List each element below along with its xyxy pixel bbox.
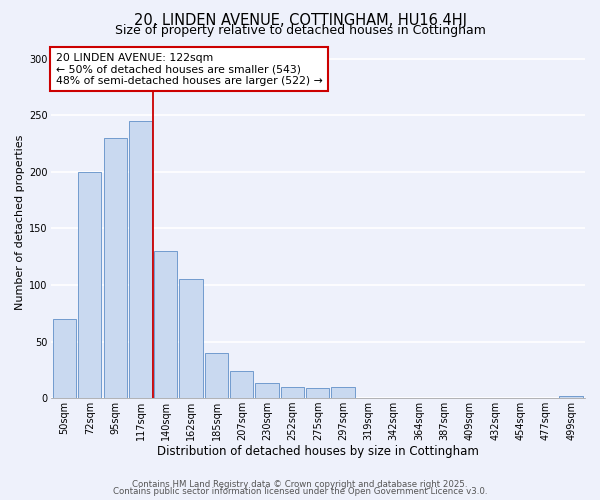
Bar bbox=[331, 386, 355, 398]
Text: Size of property relative to detached houses in Cottingham: Size of property relative to detached ho… bbox=[115, 24, 485, 37]
Bar bbox=[306, 388, 329, 398]
Bar bbox=[205, 353, 228, 398]
X-axis label: Distribution of detached houses by size in Cottingham: Distribution of detached houses by size … bbox=[157, 444, 479, 458]
Y-axis label: Number of detached properties: Number of detached properties bbox=[15, 135, 25, 310]
Text: 20, LINDEN AVENUE, COTTINGHAM, HU16 4HJ: 20, LINDEN AVENUE, COTTINGHAM, HU16 4HJ bbox=[133, 12, 467, 28]
Bar bbox=[256, 384, 279, 398]
Bar bbox=[281, 386, 304, 398]
Bar bbox=[559, 396, 583, 398]
Bar bbox=[53, 319, 76, 398]
Bar bbox=[179, 280, 203, 398]
Text: Contains HM Land Registry data © Crown copyright and database right 2025.: Contains HM Land Registry data © Crown c… bbox=[132, 480, 468, 489]
Bar bbox=[104, 138, 127, 398]
Bar bbox=[129, 121, 152, 398]
Bar bbox=[78, 172, 101, 398]
Text: 20 LINDEN AVENUE: 122sqm
← 50% of detached houses are smaller (543)
48% of semi-: 20 LINDEN AVENUE: 122sqm ← 50% of detach… bbox=[56, 53, 323, 86]
Bar bbox=[230, 371, 253, 398]
Bar bbox=[154, 251, 178, 398]
Text: Contains public sector information licensed under the Open Government Licence v3: Contains public sector information licen… bbox=[113, 487, 487, 496]
